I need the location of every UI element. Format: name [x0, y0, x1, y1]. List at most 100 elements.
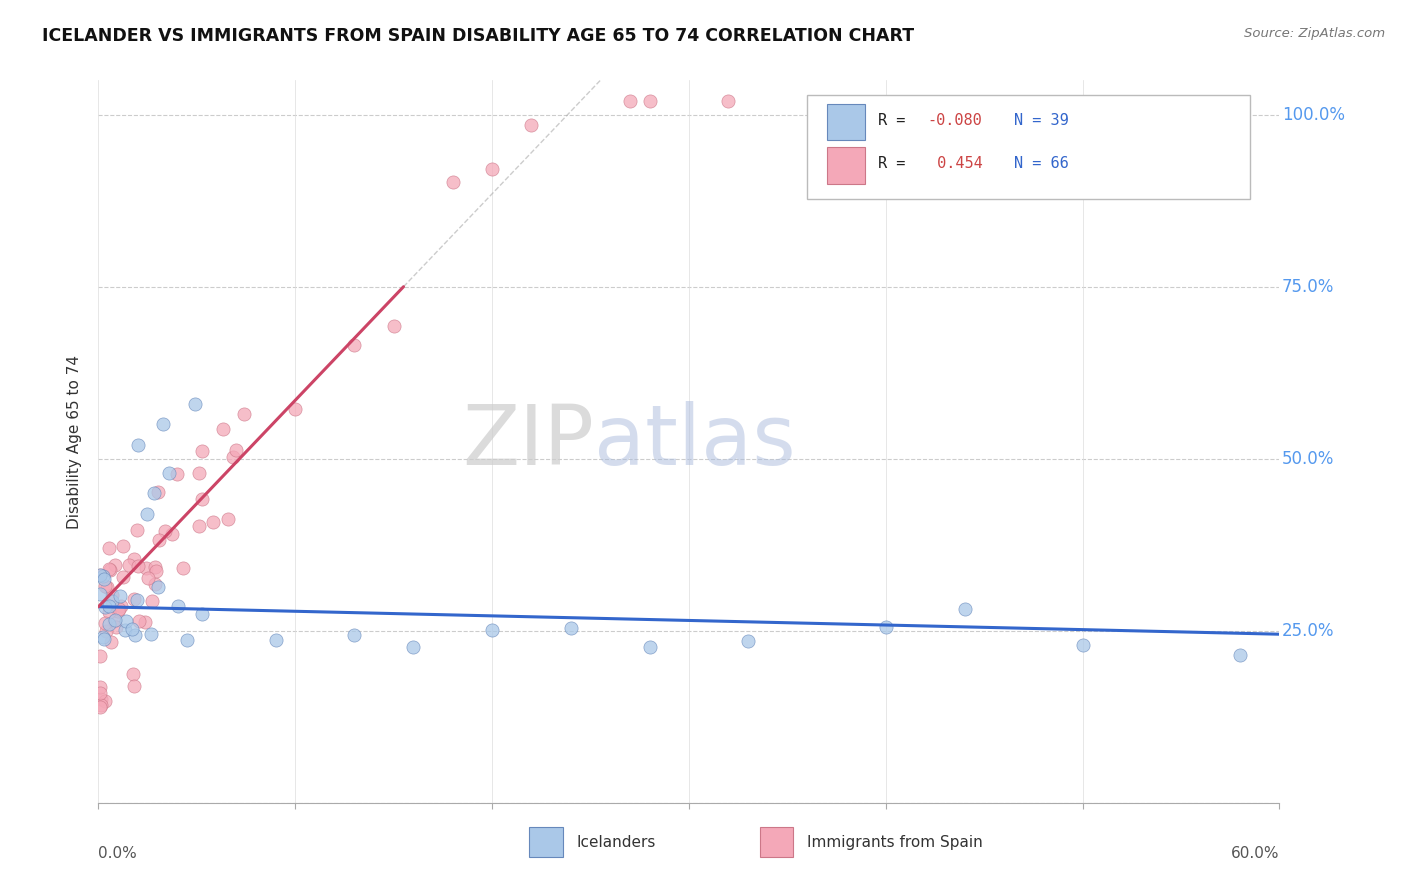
Point	[93, 630, 115, 644]
Point	[1229, 648, 1251, 662]
Point	[93, 572, 115, 586]
Point	[93, 569, 115, 583]
Point	[143, 577, 166, 591]
Point	[143, 486, 166, 500]
Text: atlas: atlas	[595, 401, 796, 482]
Point	[1071, 638, 1094, 652]
Point	[108, 602, 131, 616]
Text: 0.0%: 0.0%	[98, 847, 138, 861]
Point	[127, 523, 149, 537]
Point	[97, 605, 120, 619]
Point	[343, 338, 366, 352]
Point	[481, 162, 503, 177]
Point	[157, 466, 180, 480]
Point	[953, 602, 976, 616]
Point	[89, 567, 111, 582]
Point	[737, 634, 759, 648]
Point	[143, 560, 166, 574]
Point	[124, 628, 146, 642]
Point	[121, 666, 143, 681]
Bar	[827, 104, 865, 140]
Point	[520, 118, 543, 132]
Point	[343, 628, 366, 642]
Text: N = 39: N = 39	[1014, 112, 1069, 128]
Point	[225, 443, 247, 458]
Point	[146, 484, 169, 499]
Point	[111, 540, 134, 554]
Point	[153, 524, 176, 539]
Point	[94, 615, 117, 630]
Point	[97, 541, 120, 556]
Point	[127, 438, 149, 452]
Point	[233, 407, 256, 421]
Text: 100.0%: 100.0%	[1282, 105, 1344, 124]
Point	[122, 679, 145, 693]
Text: 50.0%: 50.0%	[1282, 450, 1334, 467]
Point	[619, 94, 641, 108]
Point	[127, 559, 149, 574]
Point	[187, 519, 209, 533]
Text: N = 66: N = 66	[1014, 156, 1069, 171]
Point	[121, 623, 143, 637]
Point	[94, 694, 117, 708]
Point	[97, 599, 120, 613]
Point	[127, 593, 149, 607]
Text: R =: R =	[877, 156, 914, 171]
Point	[212, 422, 235, 436]
Point	[89, 568, 111, 582]
Point	[382, 319, 405, 334]
Point	[172, 561, 194, 575]
Text: Icelanders: Icelanders	[576, 835, 657, 850]
Point	[264, 633, 287, 648]
Point	[89, 700, 111, 714]
Point	[107, 603, 129, 617]
Point	[101, 593, 124, 607]
Point	[89, 686, 111, 700]
Text: -0.080: -0.080	[928, 112, 983, 128]
Point	[96, 580, 118, 594]
Point	[560, 621, 582, 635]
Point	[166, 467, 188, 482]
Point	[222, 450, 245, 464]
Bar	[827, 147, 865, 184]
Text: 0.454: 0.454	[928, 156, 983, 171]
Point	[136, 571, 159, 585]
Point	[201, 515, 224, 529]
Point	[93, 632, 115, 646]
Point	[110, 599, 132, 613]
Text: 75.0%: 75.0%	[1282, 277, 1334, 296]
Bar	[759, 827, 793, 857]
Text: ZIP: ZIP	[463, 401, 595, 482]
Point	[146, 580, 169, 594]
FancyBboxPatch shape	[807, 95, 1250, 200]
Point	[122, 552, 145, 566]
Point	[100, 635, 122, 649]
Point	[112, 570, 135, 584]
Point	[135, 507, 157, 521]
Point	[191, 607, 214, 621]
Point	[441, 175, 464, 189]
Point	[184, 397, 207, 411]
Point	[96, 624, 118, 638]
Point	[98, 563, 121, 577]
Point	[103, 614, 125, 628]
Point	[135, 561, 157, 575]
Point	[104, 613, 127, 627]
Point	[481, 623, 503, 637]
Point	[188, 466, 211, 480]
Text: R =: R =	[877, 112, 914, 128]
Point	[284, 402, 307, 417]
Point	[141, 627, 163, 641]
Point	[145, 564, 167, 578]
Point	[217, 512, 239, 526]
Point	[717, 94, 740, 108]
Point	[104, 558, 127, 573]
Point	[122, 592, 145, 607]
Point	[167, 599, 190, 613]
Point	[118, 558, 141, 573]
Point	[191, 443, 214, 458]
Point	[191, 491, 214, 506]
Point	[176, 633, 198, 648]
Point	[875, 620, 897, 634]
Y-axis label: Disability Age 65 to 74: Disability Age 65 to 74	[67, 354, 83, 529]
